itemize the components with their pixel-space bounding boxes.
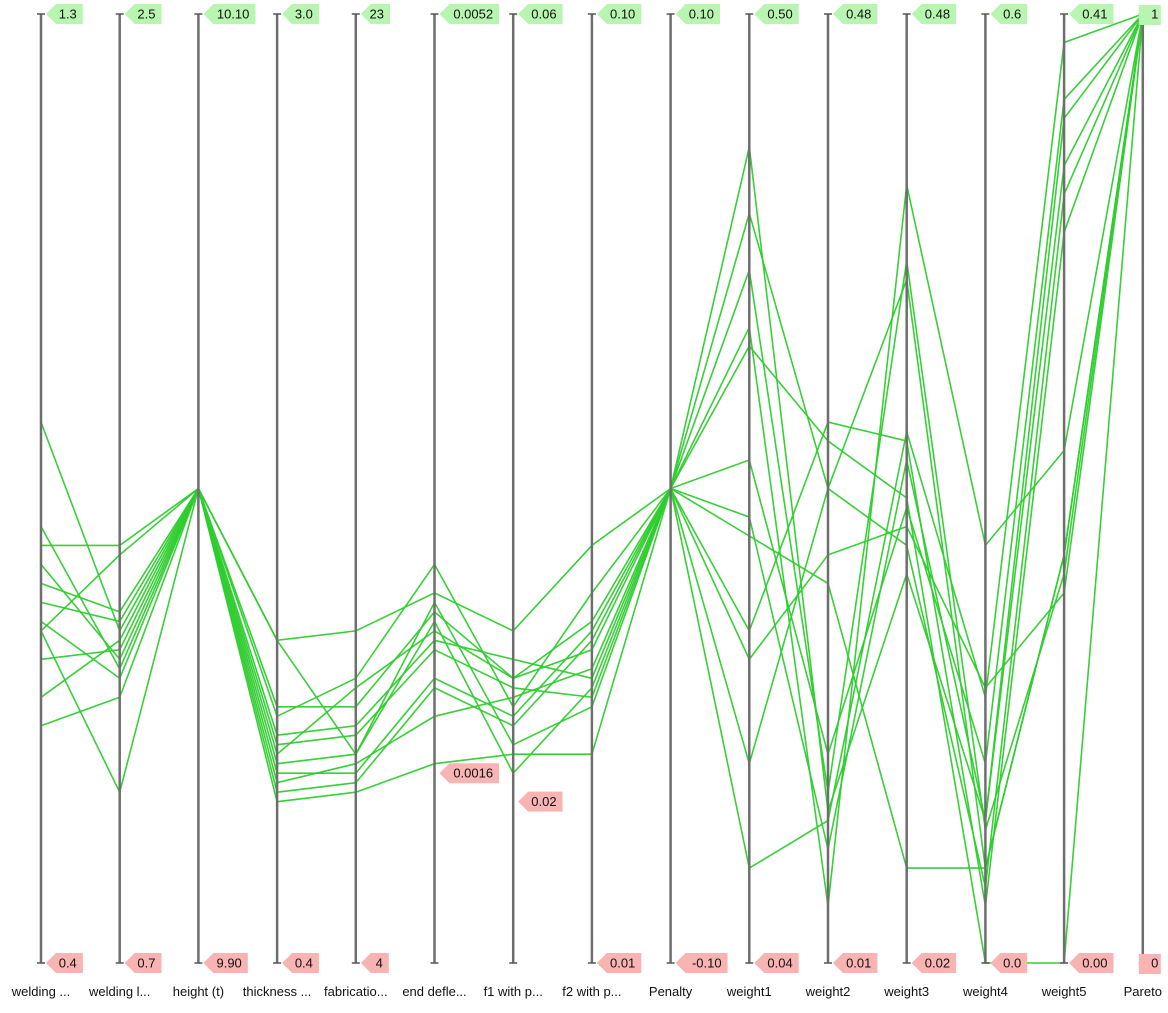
axis-max-tag-7-text: 0.10: [610, 6, 635, 21]
axis-label-12: weight4: [962, 984, 1008, 999]
axis-min-tag-5[interactable]: 0.0016: [439, 763, 500, 784]
axis-label-9: weight1: [726, 984, 772, 999]
axis-max-tag-10[interactable]: 0.48: [833, 4, 878, 24]
axis-min-tag-10-text: 0.01: [846, 955, 871, 970]
axis-max-tag-11[interactable]: 0.48: [911, 4, 957, 24]
axis-label-14: Pareto: [1124, 984, 1162, 999]
axis-max-tag-2-text: 10.10: [217, 6, 250, 21]
axis-label-13: weight5: [1041, 984, 1087, 999]
axis-label-2: height (t): [173, 984, 224, 999]
axis-min-tag-8-text: -0.10: [692, 955, 722, 970]
axis-max-tag-0-text: 1.3: [59, 6, 77, 21]
axis-min-tag-7-text: 0.01: [610, 955, 635, 970]
axis-max-tag-6[interactable]: 0.06: [518, 4, 563, 24]
axis-max-tag-9[interactable]: 0.50: [754, 4, 799, 24]
axes-layer: [37, 13, 1147, 964]
axis-max-tag-1-text: 2.5: [137, 6, 155, 21]
axis-max-tag-3[interactable]: 3.0: [282, 4, 319, 24]
axis-label-7: f2 with p...: [562, 984, 621, 999]
axis-max-tag-2[interactable]: 10.10: [203, 4, 256, 24]
axis-max-tag-11-text: 0.48: [925, 6, 950, 21]
axis-max-tag-3-text: 3.0: [295, 6, 313, 21]
axis-max-tag-0[interactable]: 1.3: [46, 4, 83, 24]
axis-label-5: end defle...: [402, 984, 466, 999]
axis-min-tag-2-text: 9.90: [216, 955, 241, 970]
axis-min-tag-7[interactable]: 0.01: [596, 953, 642, 973]
axis-max-tag-10-text: 0.48: [846, 6, 871, 21]
axis-max-tag-8[interactable]: 0.10: [675, 4, 720, 24]
axis-min-tag-11-text: 0.02: [925, 955, 950, 970]
axis-label-1: welding l...: [88, 984, 150, 999]
axis-max-tag-1[interactable]: 2.5: [124, 4, 162, 24]
axis-max-tag-14[interactable]: 1: [1138, 5, 1161, 25]
axis-label-6: f1 with p...: [484, 984, 543, 999]
axis-max-tag-9-text: 0.50: [767, 6, 792, 21]
axis-min-tag-2[interactable]: 9.90: [203, 953, 248, 973]
axis-min-tag-0[interactable]: 0.4: [46, 953, 83, 973]
axis-min-tag-14-text: 0: [1151, 955, 1158, 970]
axis-max-tag-12-text: 0.6: [1003, 6, 1021, 21]
axis-min-tag-12-text: 0.0: [1003, 955, 1021, 970]
axis-min-tag-6[interactable]: 0.02: [518, 791, 563, 812]
axis-max-tag-4[interactable]: 23: [360, 4, 390, 24]
axis-max-tag-12[interactable]: 0.6: [990, 4, 1028, 24]
axis-min-tag-6-text: 0.02: [531, 794, 556, 809]
axis-min-tag-4-text: 4: [376, 955, 383, 970]
axis-label-10: weight2: [805, 984, 851, 999]
axis-min-tag-13-text: 0.00: [1082, 955, 1107, 970]
axis-min-tag-11[interactable]: 0.02: [911, 953, 957, 973]
axis-min-tag-13[interactable]: 0.00: [1069, 953, 1114, 973]
axis-min-tag-12[interactable]: 0.0: [990, 953, 1028, 973]
axis-max-tag-4-text: 23: [370, 6, 384, 21]
axis-min-tag-1[interactable]: 0.7: [124, 953, 162, 973]
axis-max-tag-13-text: 0.41: [1082, 6, 1107, 21]
axis-min-tag-0-text: 0.4: [59, 955, 77, 970]
axis-min-tag-1-text: 0.7: [137, 955, 155, 970]
axis-max-tag-5-text: 0.0052: [453, 6, 493, 21]
axis-max-tag-5[interactable]: 0.0052: [439, 4, 500, 24]
axis-min-tag-14[interactable]: 0: [1138, 954, 1161, 974]
axis-min-tag-3[interactable]: 0.4: [282, 953, 319, 973]
axis-label-8: Penalty: [649, 984, 693, 999]
axis-max-tag-14-text: 1: [1151, 6, 1158, 21]
axis-label-4: fabricatio...: [324, 984, 388, 999]
axis-max-tag-13[interactable]: 0.41: [1069, 4, 1114, 24]
axis-min-tag-8[interactable]: -0.10: [675, 953, 728, 973]
axis-min-tag-4[interactable]: 4: [360, 953, 389, 973]
axis-min-tag-3-text: 0.4: [295, 955, 313, 970]
axis-max-tag-6-text: 0.06: [531, 6, 556, 21]
axis-label-3: thickness ...: [243, 984, 312, 999]
axis-min-tag-10[interactable]: 0.01: [833, 953, 878, 973]
axis-min-tag-5-text: 0.0016: [453, 766, 493, 781]
axis-label-11: weight3: [883, 984, 929, 999]
axis-max-tag-8-text: 0.10: [689, 6, 714, 21]
axis-min-tag-9-text: 0.04: [767, 955, 792, 970]
axis-min-tag-9[interactable]: 0.04: [754, 953, 799, 973]
axis-label-0: welding ...: [11, 984, 71, 999]
axis-max-tag-7[interactable]: 0.10: [596, 4, 642, 24]
